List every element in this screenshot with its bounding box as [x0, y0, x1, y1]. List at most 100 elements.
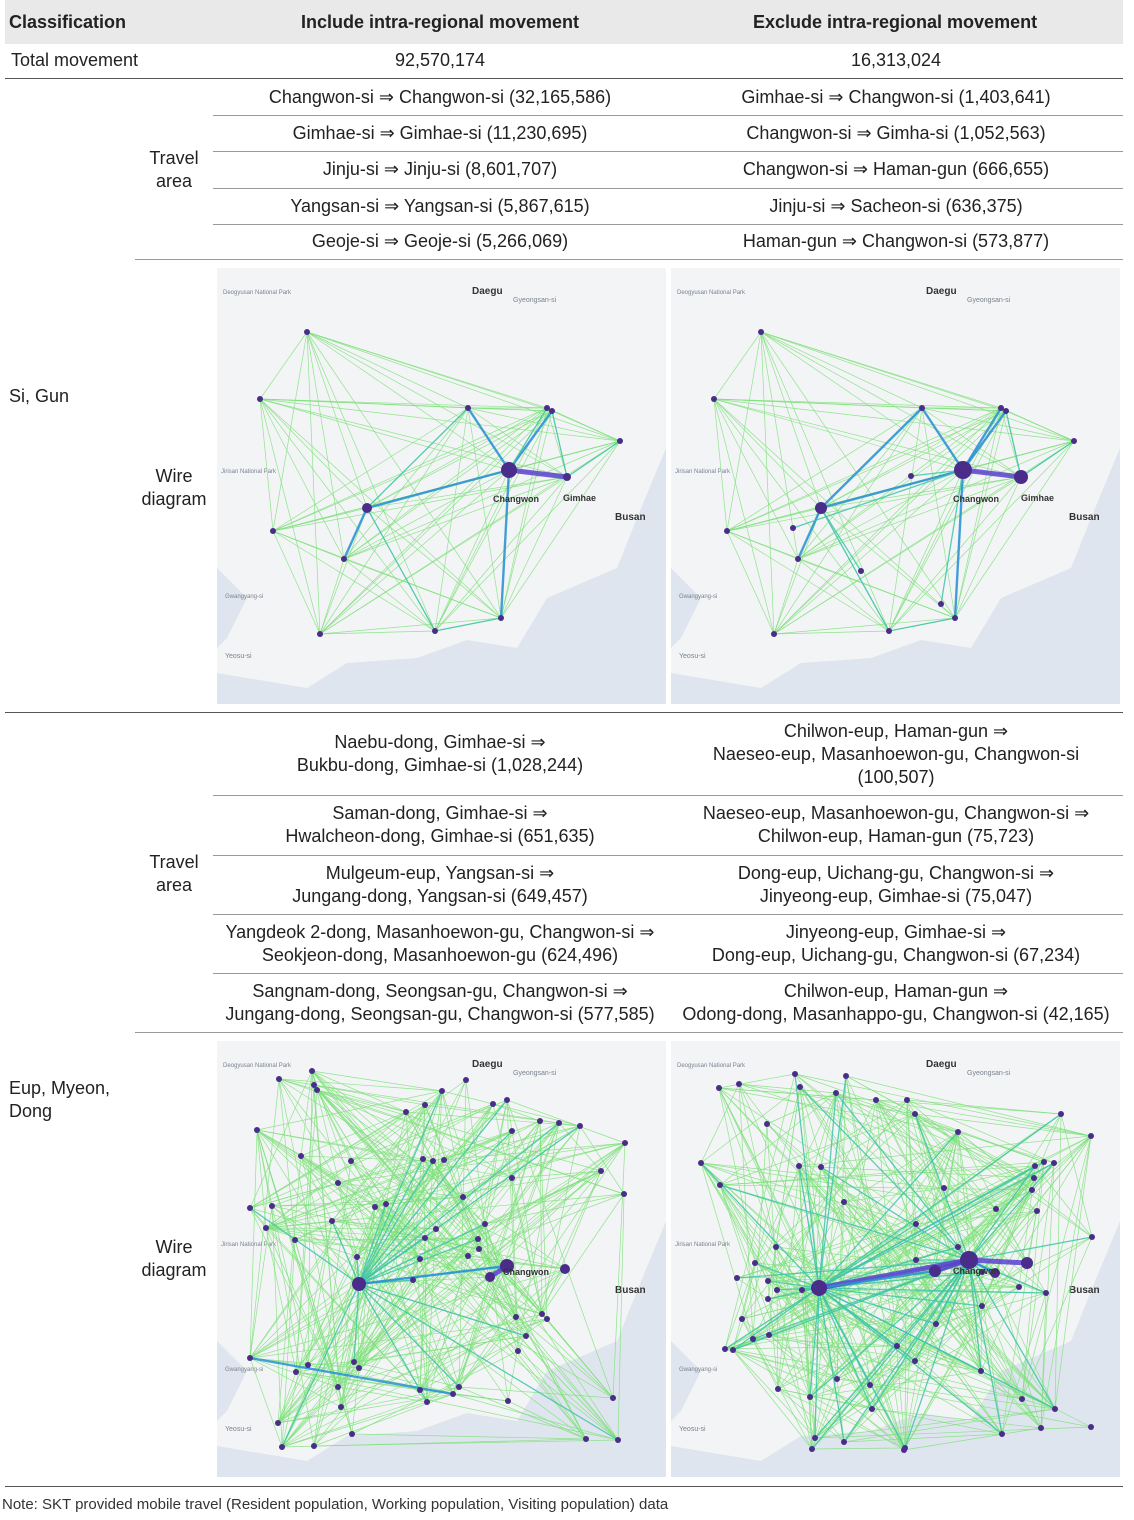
wire-edge [818, 1287, 982, 1372]
region-node [348, 1158, 354, 1164]
region-node [955, 1129, 961, 1135]
map-label-park: Jirisan National Park [675, 1242, 731, 1248]
region-node [417, 1256, 423, 1262]
wire-edge [718, 1087, 1042, 1429]
wire-edge [366, 507, 436, 632]
wire-edge [358, 1130, 513, 1285]
region-node [335, 1384, 341, 1390]
wire-edge [995, 1161, 1045, 1210]
wire-edge [500, 440, 621, 619]
region-node [765, 1278, 771, 1284]
wire-edge [356, 1206, 376, 1258]
wire-edge [888, 469, 964, 632]
wire-edge [754, 1113, 916, 1264]
wire-edge [281, 1438, 587, 1448]
wire-edge [794, 1073, 1047, 1294]
wire-edge [871, 1259, 970, 1410]
wire-edge [249, 1207, 360, 1285]
wire-edge [612, 1142, 626, 1399]
region-node [1021, 1257, 1033, 1269]
wire-edge [311, 1070, 428, 1403]
region-node [698, 1160, 704, 1166]
map-label-yeosu: Yeosu-si [679, 653, 706, 660]
wire-edge [278, 1078, 296, 1241]
wire-edge [358, 1283, 619, 1441]
wire-edge [265, 1130, 513, 1229]
region-node [293, 1369, 299, 1375]
wire-edge [935, 1292, 1047, 1325]
si_gun-include-row-2: Gimhae-si ⇒ Gimhae-si (11,230,695) [292, 122, 588, 143]
wire-edge [980, 1370, 1042, 1429]
wire-edge [271, 1205, 480, 1250]
wire-edge [508, 467, 568, 480]
wire-edge [773, 558, 799, 635]
divider [213, 973, 1123, 974]
wire-edge [818, 1287, 845, 1443]
wire-edge [1021, 1162, 1055, 1400]
wire-edge [818, 1075, 847, 1289]
region-node [410, 1277, 416, 1283]
region-node [276, 1076, 282, 1082]
wire-edge [419, 1237, 426, 1391]
wire-edge [278, 1078, 315, 1086]
wire-edge [249, 1357, 283, 1448]
region-node [476, 1246, 482, 1252]
wire-edge [508, 410, 553, 471]
wire-edge [311, 1070, 407, 1113]
wire-edge [256, 1129, 339, 1184]
region-node [979, 1269, 985, 1275]
divider [213, 224, 1123, 225]
total-exclude: 16,313,024 [850, 50, 942, 70]
map-sea [671, 1341, 701, 1421]
map-label-busan: Busan [615, 512, 646, 523]
wire-edge [713, 398, 1002, 409]
travel-area-label: Travel area [149, 148, 199, 191]
wire-edges [713, 331, 1075, 635]
wire-edge [458, 1079, 467, 1388]
wire-edge [507, 1400, 587, 1440]
wire-edge [337, 1182, 454, 1395]
region-node [1052, 1406, 1058, 1412]
header-classification: Classification [9, 12, 127, 32]
wire-edge [777, 1165, 800, 1390]
wire-edge [319, 630, 436, 635]
wire-edge [358, 1125, 581, 1285]
wire-edge [249, 1182, 339, 1209]
wire-edge [343, 558, 436, 632]
wire-edge [319, 469, 510, 635]
wire-edge [914, 1259, 970, 1362]
region-node [305, 1362, 311, 1368]
wire-edge [435, 1228, 587, 1440]
wire-edge [773, 410, 1007, 635]
wire-edge [353, 1238, 479, 1363]
map-label-busan: Busan [1069, 1285, 1100, 1296]
wire-edge [724, 1348, 838, 1380]
wire-edge [777, 1388, 1003, 1435]
wire-edge [835, 1092, 1055, 1164]
wire-edge [374, 1120, 541, 1208]
wire-edge [1054, 1135, 1092, 1410]
region-node [460, 1194, 466, 1200]
region-node [504, 1097, 510, 1103]
wire-edge [272, 331, 308, 532]
wire-edge [311, 1070, 548, 1320]
wire-edge [818, 1287, 983, 1307]
header-include: Include intra-regional movement [301, 12, 580, 32]
wire-edge [797, 558, 890, 632]
wire-edge [340, 1258, 421, 1408]
wire-edge [777, 1388, 906, 1449]
region-node [799, 1287, 805, 1293]
wire-edge [313, 1084, 407, 1113]
wire-edge [820, 1092, 837, 1168]
region-node [843, 1073, 849, 1079]
wire-edge [768, 1177, 1035, 1336]
wire-edge [732, 1177, 1035, 1351]
region-node [254, 1127, 260, 1133]
wire-edge [845, 1075, 1035, 1179]
wire-edge [277, 1120, 541, 1424]
wire-edge [366, 407, 469, 509]
wire-edge [719, 1184, 970, 1261]
wire-edge [799, 1086, 838, 1380]
wire-edge [754, 1262, 820, 1289]
map-label-gyeongsan: Gyeongsan-si [513, 297, 557, 304]
